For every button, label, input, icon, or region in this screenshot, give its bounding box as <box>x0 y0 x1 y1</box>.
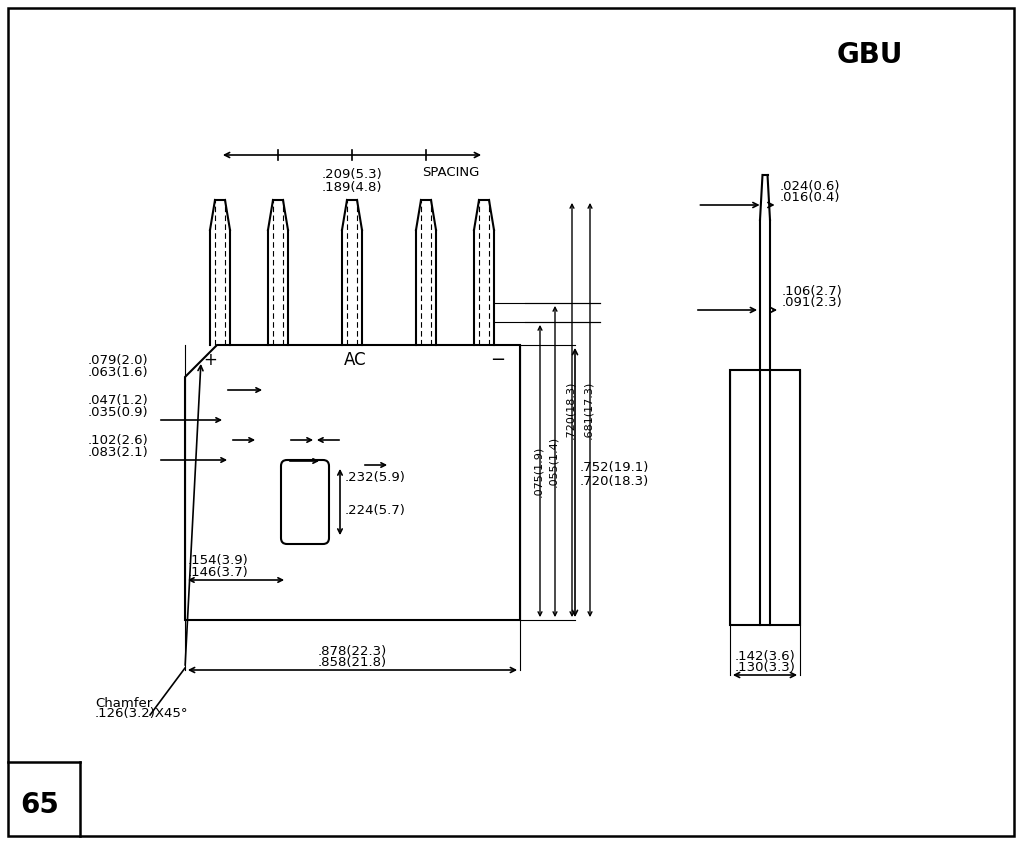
Text: .130(3.3): .130(3.3) <box>735 661 795 674</box>
Text: .146(3.7): .146(3.7) <box>188 566 248 579</box>
Text: .878(22.3): .878(22.3) <box>318 645 387 658</box>
Text: AC: AC <box>343 351 366 369</box>
Text: .858(21.8): .858(21.8) <box>318 656 387 669</box>
Text: .047(1.2): .047(1.2) <box>88 394 149 407</box>
Text: .224(5.7): .224(5.7) <box>345 504 406 517</box>
Text: .752(19.1): .752(19.1) <box>580 462 649 474</box>
Bar <box>730 370 800 625</box>
Text: .106(2.7): .106(2.7) <box>782 285 843 298</box>
Text: .055(1.4): .055(1.4) <box>548 436 558 487</box>
Text: .083(2.1): .083(2.1) <box>88 446 149 459</box>
Text: SPACING: SPACING <box>422 166 479 180</box>
Text: .024(0.6): .024(0.6) <box>780 180 840 193</box>
Text: .681(17.3): .681(17.3) <box>583 381 593 439</box>
Text: .075(1.9): .075(1.9) <box>533 446 543 496</box>
Text: .063(1.6): .063(1.6) <box>88 366 148 379</box>
Text: +: + <box>203 351 217 369</box>
Text: .126(3.2)X45°: .126(3.2)X45° <box>95 707 188 720</box>
Text: 65: 65 <box>20 791 59 819</box>
Text: .035(0.9): .035(0.9) <box>88 406 148 419</box>
Text: .079(2.0): .079(2.0) <box>88 354 148 367</box>
Text: .720(18.3): .720(18.3) <box>580 474 649 488</box>
Text: .232(5.9): .232(5.9) <box>345 471 406 484</box>
Text: .102(2.6): .102(2.6) <box>88 434 149 447</box>
Text: .142(3.6): .142(3.6) <box>735 650 795 663</box>
Text: .189(4.8): .189(4.8) <box>322 181 382 194</box>
Text: Chamfer: Chamfer <box>95 697 152 710</box>
Text: .720(18.3): .720(18.3) <box>565 381 575 439</box>
Text: .209(5.3): .209(5.3) <box>322 168 382 181</box>
Text: .154(3.9): .154(3.9) <box>188 554 248 567</box>
Text: GBU: GBU <box>837 41 903 69</box>
Text: .091(2.3): .091(2.3) <box>782 296 843 309</box>
Text: .016(0.4): .016(0.4) <box>780 191 840 204</box>
Text: −: − <box>491 351 506 369</box>
